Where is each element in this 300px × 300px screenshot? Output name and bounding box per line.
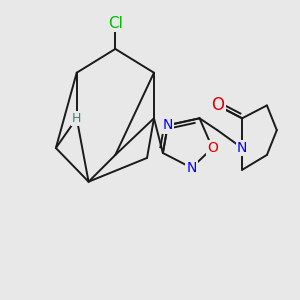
Text: O: O xyxy=(207,141,218,155)
Text: H: H xyxy=(72,112,81,125)
Text: Cl: Cl xyxy=(108,16,123,31)
Text: N: N xyxy=(237,141,247,155)
Text: N: N xyxy=(163,118,173,132)
Text: O: O xyxy=(211,96,224,114)
Text: N: N xyxy=(186,161,197,175)
